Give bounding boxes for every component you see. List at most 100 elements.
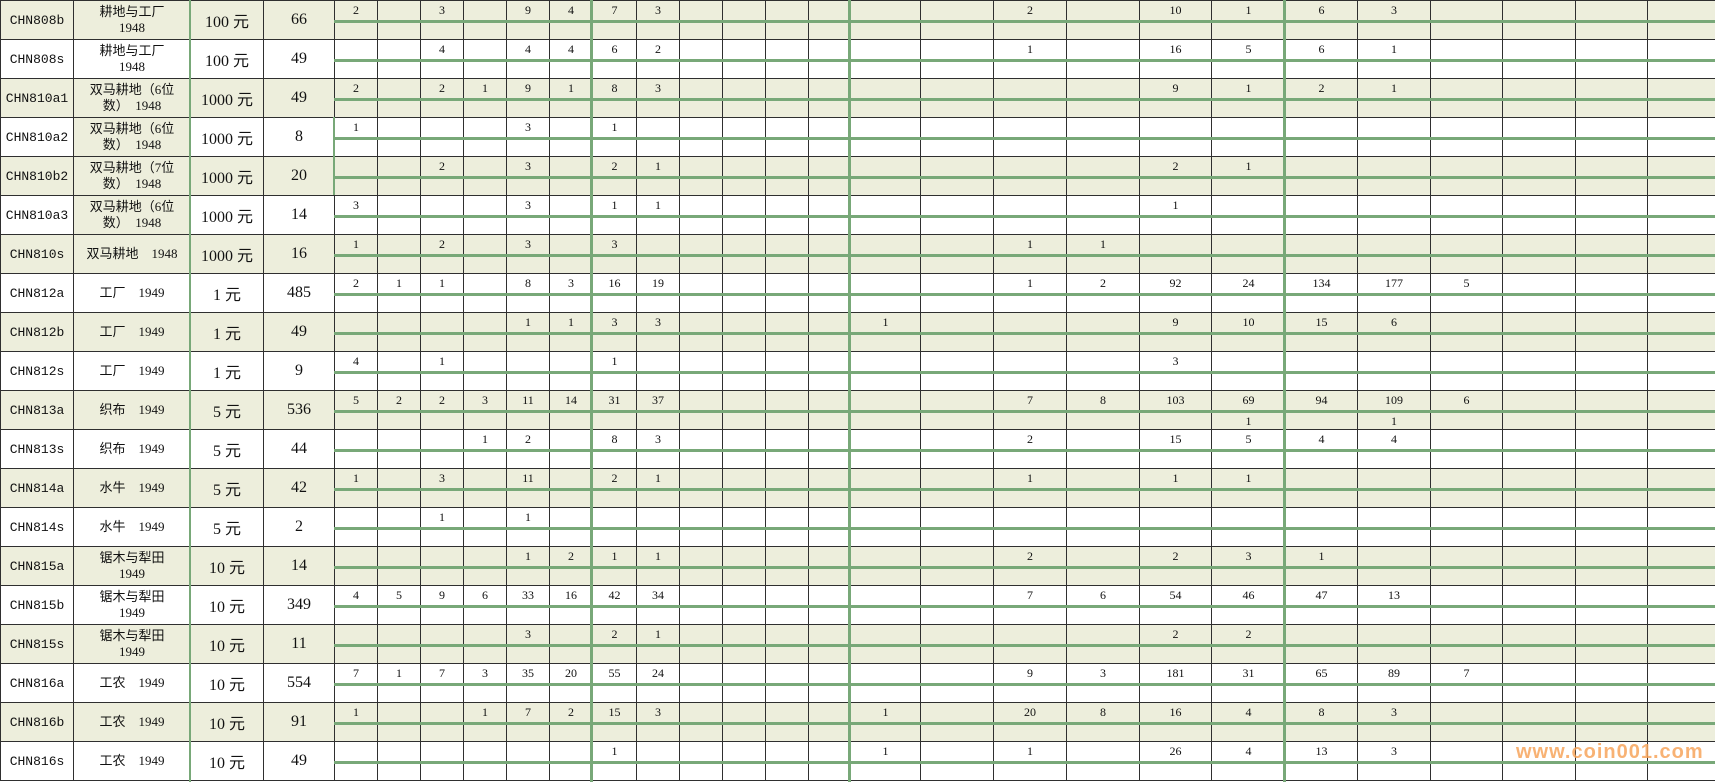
- grade-cell[interactable]: 2: [636, 39, 680, 62]
- grade-cell-secondary[interactable]: [920, 723, 994, 742]
- grade-cell-secondary[interactable]: [1357, 528, 1431, 547]
- grade-cell-secondary[interactable]: [1647, 645, 1715, 664]
- grade-cell[interactable]: [808, 429, 851, 452]
- grade-cell-secondary[interactable]: [420, 450, 464, 469]
- grade-cell-secondary[interactable]: [765, 138, 809, 157]
- grade-cell-secondary[interactable]: [1502, 255, 1576, 274]
- grade-cell-secondary[interactable]: [1647, 489, 1715, 508]
- grade-cell[interactable]: [722, 429, 766, 452]
- grade-cell-secondary[interactable]: [993, 762, 1067, 781]
- grade-cell-secondary[interactable]: [850, 333, 921, 352]
- grade-cell[interactable]: 8: [1066, 702, 1140, 725]
- grade-cell[interactable]: 3: [636, 78, 680, 101]
- grade-cell[interactable]: [1066, 546, 1140, 569]
- grade-cell-secondary[interactable]: [765, 333, 809, 352]
- grade-cell-secondary[interactable]: [722, 489, 766, 508]
- grade-cell-secondary[interactable]: [920, 411, 994, 430]
- grade-cell[interactable]: [808, 390, 851, 413]
- grade-cell-secondary[interactable]: [920, 216, 994, 235]
- grade-cell-secondary[interactable]: [592, 528, 637, 547]
- grade-cell-secondary[interactable]: [1647, 99, 1715, 118]
- grade-cell-secondary[interactable]: [1502, 528, 1576, 547]
- description-cell[interactable]: 双马耕地 1948: [73, 234, 191, 274]
- grade-cell-secondary[interactable]: [420, 138, 464, 157]
- grade-cell-secondary[interactable]: [850, 723, 921, 742]
- grade-cell-secondary[interactable]: [636, 21, 680, 40]
- grade-cell-secondary[interactable]: [1066, 489, 1140, 508]
- grade-cell-secondary[interactable]: [420, 21, 464, 40]
- grade-cell-secondary[interactable]: [334, 567, 378, 586]
- grade-cell-secondary[interactable]: [765, 645, 809, 664]
- grade-cell-secondary[interactable]: [463, 606, 507, 625]
- grade-cell-secondary[interactable]: [420, 684, 464, 703]
- grade-cell-secondary[interactable]: [1211, 177, 1286, 196]
- grade-cell[interactable]: [1430, 507, 1503, 530]
- grade-cell[interactable]: [679, 429, 723, 452]
- grade-cell-secondary[interactable]: [1430, 255, 1503, 274]
- grade-cell-secondary[interactable]: [850, 216, 921, 235]
- grade-cell[interactable]: [679, 390, 723, 413]
- grade-cell[interactable]: [1066, 507, 1140, 530]
- grade-cell[interactable]: 2: [993, 429, 1067, 452]
- grade-cell-secondary[interactable]: [1502, 684, 1576, 703]
- grade-cell-secondary[interactable]: [1430, 177, 1503, 196]
- grade-cell[interactable]: [1430, 624, 1503, 647]
- grade-cell[interactable]: 11: [506, 468, 550, 491]
- grade-cell[interactable]: [1357, 468, 1431, 491]
- grade-cell[interactable]: 8: [1285, 702, 1358, 725]
- grade-cell-secondary[interactable]: [1139, 606, 1212, 625]
- grade-cell[interactable]: 9: [1139, 78, 1212, 101]
- grade-cell[interactable]: [722, 156, 766, 179]
- grade-cell[interactable]: [463, 156, 507, 179]
- grade-cell[interactable]: [636, 741, 680, 764]
- grade-cell[interactable]: 2: [420, 390, 464, 413]
- grade-cell-secondary[interactable]: [1285, 294, 1358, 313]
- grade-cell-secondary[interactable]: [1285, 333, 1358, 352]
- grade-cell-secondary[interactable]: [636, 684, 680, 703]
- grade-cell[interactable]: [1357, 234, 1431, 257]
- grade-cell[interactable]: [377, 507, 421, 530]
- grade-cell-secondary[interactable]: [1211, 21, 1286, 40]
- grade-cell[interactable]: [722, 39, 766, 62]
- denomination-cell[interactable]: 100 元: [190, 0, 264, 40]
- grade-cell[interactable]: 4: [1211, 741, 1286, 764]
- denomination-cell[interactable]: 1 元: [190, 351, 264, 391]
- grade-cell-secondary[interactable]: [377, 177, 421, 196]
- grade-cell[interactable]: [920, 429, 994, 452]
- grade-cell-secondary[interactable]: [1647, 294, 1715, 313]
- description-cell[interactable]: 双马耕地（6位 数） 1948: [73, 117, 191, 157]
- grade-cell-secondary[interactable]: [722, 60, 766, 79]
- grade-cell[interactable]: [679, 585, 723, 608]
- grade-cell-secondary[interactable]: [377, 684, 421, 703]
- grade-cell-secondary[interactable]: [722, 333, 766, 352]
- grade-cell[interactable]: 4: [1357, 429, 1431, 452]
- grade-cell-secondary[interactable]: [1575, 411, 1648, 430]
- grade-cell-secondary[interactable]: [549, 645, 593, 664]
- catalog-cell[interactable]: CHN810b2: [0, 156, 74, 196]
- grade-cell-secondary[interactable]: [549, 450, 593, 469]
- grade-cell[interactable]: [1430, 585, 1503, 608]
- grade-cell-secondary[interactable]: [334, 255, 378, 274]
- grade-cell-secondary[interactable]: [722, 255, 766, 274]
- grade-cell-secondary[interactable]: [1575, 255, 1648, 274]
- grade-cell-secondary[interactable]: [1357, 606, 1431, 625]
- grade-cell[interactable]: [722, 234, 766, 257]
- grade-cell[interactable]: [1647, 351, 1715, 374]
- grade-cell-secondary[interactable]: [920, 333, 994, 352]
- grade-cell-secondary[interactable]: [1430, 567, 1503, 586]
- grade-cell[interactable]: [1502, 741, 1576, 764]
- catalog-cell[interactable]: CHN815a: [0, 546, 74, 586]
- grade-cell[interactable]: [1575, 195, 1648, 218]
- grade-cell-secondary[interactable]: [993, 606, 1067, 625]
- grade-cell-secondary[interactable]: [1502, 411, 1576, 430]
- grade-cell[interactable]: [1357, 546, 1431, 569]
- total-cell[interactable]: 49: [263, 39, 335, 79]
- grade-cell[interactable]: [722, 0, 766, 23]
- grade-cell[interactable]: 1: [334, 117, 378, 140]
- grade-cell[interactable]: 1: [1357, 78, 1431, 101]
- grade-cell-secondary[interactable]: [334, 645, 378, 664]
- grade-cell[interactable]: 3: [1357, 0, 1431, 23]
- grade-cell-secondary[interactable]: [920, 489, 994, 508]
- grade-cell[interactable]: [463, 234, 507, 257]
- grade-cell-secondary[interactable]: [334, 411, 378, 430]
